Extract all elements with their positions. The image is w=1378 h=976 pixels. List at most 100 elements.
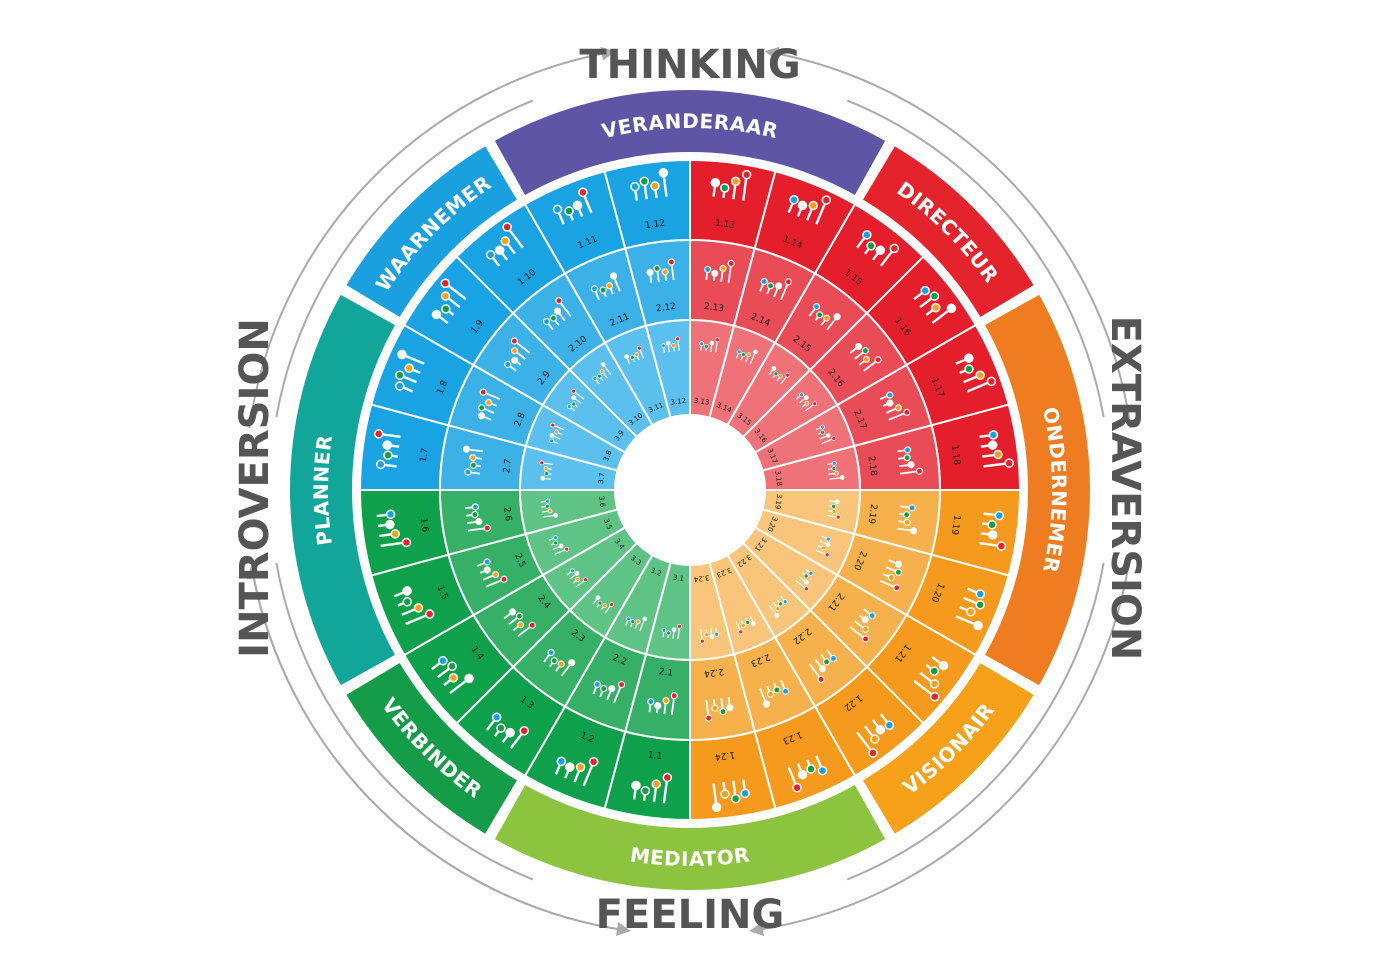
segment-label: 2.13 [703, 302, 724, 315]
role-label-planner: PLANNER [309, 433, 337, 547]
role-band-verbinder [346, 663, 517, 834]
profile-icon [735, 615, 756, 635]
profile-icon [879, 559, 903, 592]
role-band-directeur [863, 146, 1034, 317]
guide-arc [846, 562, 1105, 881]
segment-label: 2.24 [703, 666, 724, 679]
axis-label-extraversion: EXTRAVERSION [1102, 316, 1148, 661]
profile-icon [552, 187, 593, 225]
center-hole [615, 415, 765, 565]
segment-label: 3.8 [602, 449, 614, 462]
segment-label: 3.6 [597, 496, 606, 509]
profile-icon [856, 713, 895, 758]
profile-icon [554, 756, 599, 787]
profile-icon [393, 586, 435, 626]
segment-label: 3.18 [773, 470, 783, 487]
segment-label: 3.13 [693, 397, 710, 407]
segment-label: 3.12 [670, 397, 687, 407]
profile-icon [592, 680, 626, 703]
profile-icon [815, 424, 837, 445]
profile-icon [955, 587, 986, 631]
axis-label-introversion: INTROVERSION [232, 318, 278, 658]
profile-icon [849, 342, 882, 372]
profile-icon [704, 259, 735, 283]
profile-icon [431, 655, 474, 695]
profile-icon [759, 277, 792, 301]
profile-icon [376, 509, 412, 548]
profile-icon [590, 272, 621, 301]
role-band-veranderaar [494, 90, 886, 195]
profile-icon [630, 168, 669, 201]
guide-arc [846, 99, 1105, 418]
segment-label: 1.24 [714, 749, 735, 762]
profile-icon [646, 258, 675, 283]
segment-label: 2.12 [655, 302, 676, 315]
profile-icon [566, 388, 585, 412]
profile-icon [661, 623, 682, 640]
segment-label: 1.1 [647, 750, 663, 762]
profile-icon [711, 779, 750, 812]
profile-icon [625, 616, 648, 632]
role-label-mediator: MEDIATOR [629, 842, 752, 871]
profile-icon [631, 772, 673, 804]
profile-icon [795, 568, 814, 592]
profile-icon [710, 169, 752, 201]
segment-label: 2.7 [502, 458, 514, 474]
segment-label: 1.19 [949, 514, 962, 535]
profile-icon [955, 353, 997, 393]
profile-icon [705, 697, 734, 722]
profile-icon [808, 649, 838, 683]
profile-icon [768, 595, 788, 618]
profile-icon [827, 461, 845, 480]
profile-icon [477, 388, 501, 421]
profile-icon [548, 535, 570, 555]
profile-icon [394, 349, 425, 393]
profile-icon [647, 692, 678, 716]
segment-label: 1.7 [419, 447, 431, 463]
profile-icon [462, 445, 483, 476]
segment-label: 2.6 [501, 506, 513, 522]
arrow-bottom-to-right [749, 567, 1130, 937]
profile-icon [787, 755, 828, 793]
role-ring: VERANDERAARDIRECTEURONDERNEMERVISIONAIRM… [290, 90, 1090, 890]
profile-icon [566, 568, 588, 588]
profile-icon [592, 595, 615, 614]
profile-icon [464, 503, 491, 532]
segment-label: 3.7 [597, 472, 606, 484]
segment-label: 1.13 [714, 219, 735, 232]
arrow-right-to-top [764, 46, 1132, 429]
profile-icon [735, 349, 758, 365]
profile-icon [849, 608, 876, 643]
guide-arc [275, 562, 534, 881]
profile-icon [504, 337, 531, 372]
profile-icon [856, 230, 900, 267]
profile-icon [624, 345, 645, 365]
segments: 1.12.13.11.22.23.21.32.33.31.42.43.41.52… [358, 158, 1022, 822]
role-band-mediator [494, 785, 886, 890]
profile-icon [699, 337, 720, 353]
profile-icon [485, 222, 524, 267]
segment-label: 2.1 [658, 667, 674, 679]
profile-icon [913, 285, 957, 324]
profile-icon [543, 648, 576, 677]
axis-arrows [246, 46, 1132, 937]
profile-icon [373, 429, 401, 470]
role-band-planner [290, 294, 395, 686]
segment-label: 3.24 [693, 573, 710, 583]
profile-icon [540, 498, 559, 518]
axis-label-feeling: FEELING [596, 892, 785, 938]
profile-icon [539, 460, 553, 481]
profile-icon [768, 366, 790, 385]
segment-label: 3.2 [649, 566, 662, 578]
profile-icon [592, 362, 612, 385]
profile-icon [979, 430, 1014, 468]
profile-icon [815, 535, 831, 558]
profile-icon [897, 504, 918, 535]
profile-icon [913, 656, 949, 702]
segment-label: 3.5 [602, 517, 614, 530]
profile-icon [485, 712, 529, 749]
profile-icon [897, 446, 924, 475]
guide-arc [275, 99, 534, 418]
profile-icon [795, 392, 818, 412]
segment-label: 3.1 [672, 574, 684, 583]
